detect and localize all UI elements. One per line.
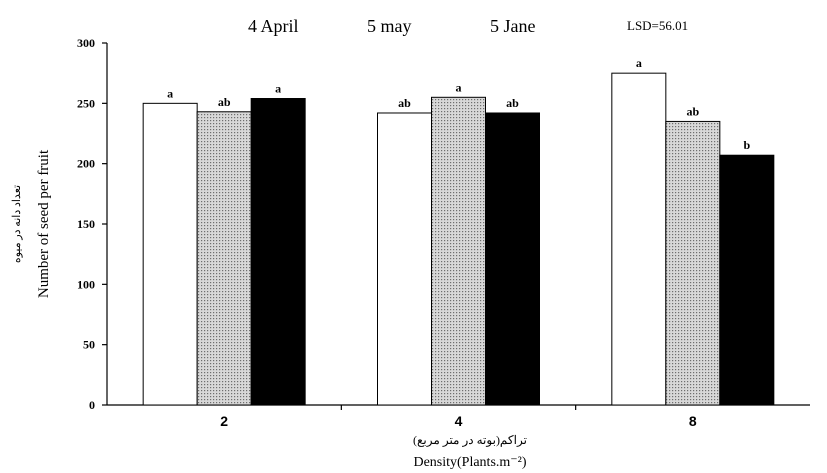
significance-letters: a ab a ab a ab a ab b: [167, 56, 750, 152]
bar-5-jane-2: [250, 98, 306, 406]
x-axis-label-persian: تراکم(بوته در متر مربع): [413, 433, 527, 447]
bar-5-may-8: [665, 120, 721, 406]
lsd-annotation: LSD=56.01: [627, 18, 688, 33]
y-tick-label: 300: [77, 36, 95, 50]
significance-letter: ab: [218, 95, 231, 109]
y-tick-label: 100: [77, 277, 95, 291]
x-axis-ticks: 2 4 8: [220, 405, 697, 429]
bar-4-april-2: [142, 102, 198, 406]
x-tick-label: 2: [220, 413, 228, 429]
bar-5-may-4: [431, 96, 486, 406]
legend-item-may: 5 may: [367, 16, 412, 36]
significance-letter: a: [456, 80, 462, 94]
bars: [142, 72, 775, 406]
bar-4-april-4: [377, 112, 432, 406]
y-axis-label: Number of seed per fruit: [36, 149, 52, 298]
bar-5-may-2: [196, 111, 252, 406]
significance-letter: a: [636, 56, 642, 70]
significance-letter: ab: [686, 104, 699, 118]
bar-5-jane-4: [485, 112, 540, 406]
y-tick-label: 150: [77, 217, 95, 231]
x-tick-label: 8: [689, 413, 697, 429]
significance-letter: b: [743, 138, 750, 152]
legend: 4 April 5 may 5 Jane: [248, 16, 535, 36]
bar-4-april-8: [611, 72, 667, 406]
y-axis-ticks: 0 50 100 150 200 250 300: [77, 36, 107, 412]
legend-item-june: 5 Jane: [490, 16, 535, 36]
significance-letter: a: [275, 82, 281, 96]
significance-letter: ab: [506, 96, 519, 110]
y-tick-label: 250: [77, 96, 95, 110]
bar-5-jane-8: [719, 154, 775, 406]
legend-item-april: 4 April: [248, 16, 299, 36]
significance-letter: a: [167, 86, 173, 100]
y-tick-label: 0: [89, 398, 95, 412]
x-axis-label: Density(Plants.m⁻²): [413, 455, 526, 470]
x-tick-label: 4: [455, 413, 463, 429]
significance-letter: ab: [398, 96, 411, 110]
y-tick-label: 200: [77, 157, 95, 171]
y-tick-label: 50: [83, 338, 95, 352]
y-axis-label-persian: تعداد دانه در میوه: [11, 185, 23, 263]
